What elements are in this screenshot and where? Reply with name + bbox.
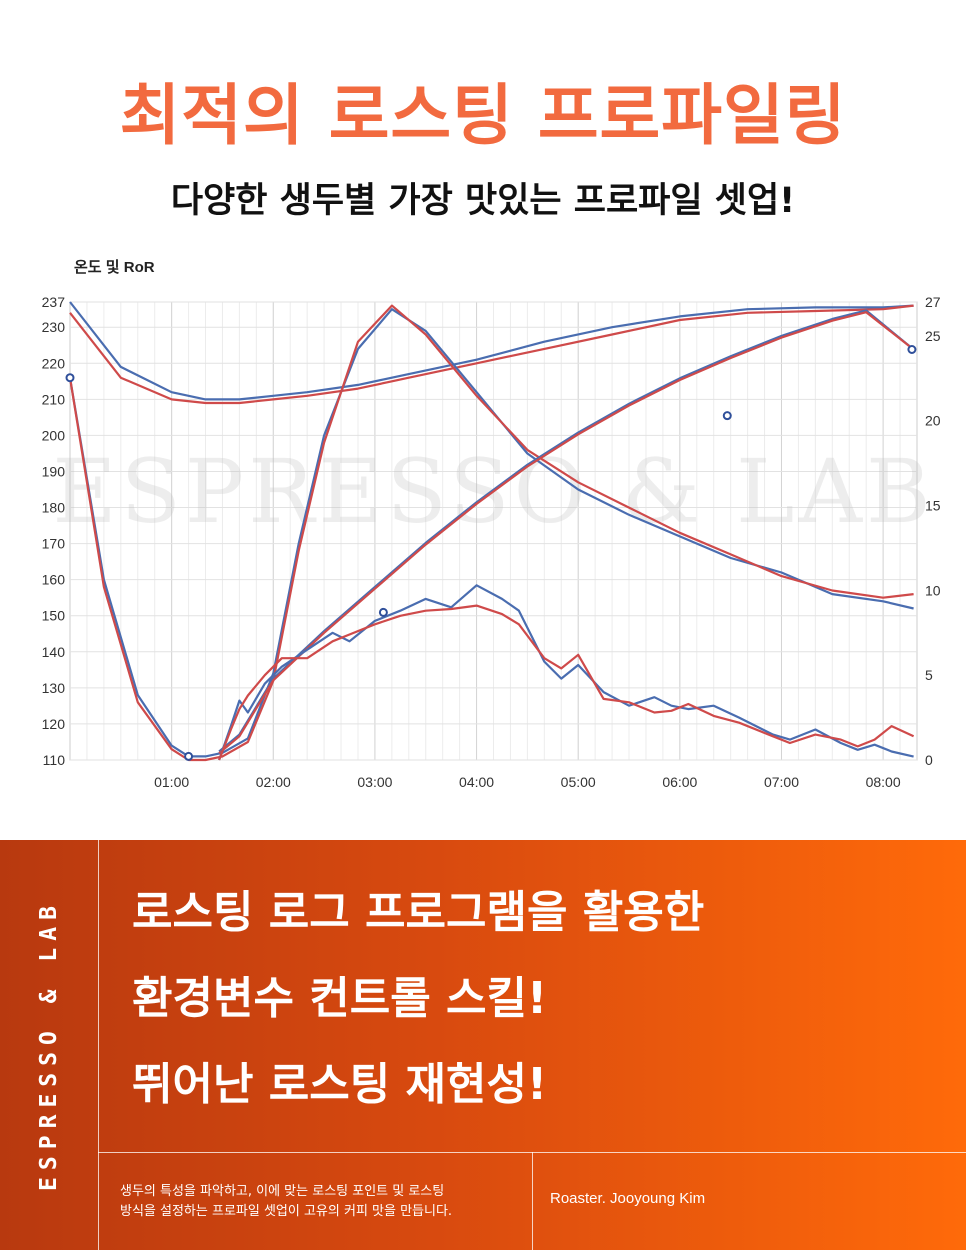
- description-line: 생두의 특성을 파악하고, 이에 맞는 로스팅 포인트 및 로스팅: [120, 1184, 445, 1199]
- x-tick-label: 02:00: [256, 774, 291, 790]
- x-tick-label: 07:00: [764, 774, 799, 790]
- event-marker: [184, 751, 194, 761]
- y-left-tick-label: 130: [42, 680, 66, 696]
- y-right-tick-label: 5: [925, 667, 933, 683]
- x-tick-label: 06:00: [662, 774, 697, 790]
- y-left-tick-label: 210: [42, 391, 66, 407]
- description-line: 방식을 설정하는 프로파일 셋업이 고유의 커피 맛을 만듭니다.: [120, 1204, 453, 1219]
- x-tick-label: 04:00: [459, 774, 494, 790]
- y-left-tick-label: 237: [42, 294, 66, 310]
- y-left-tick-label: 160: [42, 572, 66, 588]
- y-left-tick-label: 170: [42, 536, 66, 552]
- y-left-tick-label: 140: [42, 644, 66, 660]
- roaster-credit: Roaster. Jooyoung Kim: [550, 1190, 706, 1207]
- x-tick-label: 05:00: [561, 774, 596, 790]
- y-left-tick-label: 230: [42, 319, 66, 335]
- y-right-tick-label: 27: [925, 294, 941, 310]
- headline-line: 로스팅 로그 프로그램을 활용한: [132, 887, 705, 938]
- y-left-tick-label: 180: [42, 500, 66, 516]
- headline-line: 뛰어난 로스팅 재현성!: [132, 1059, 548, 1110]
- y-left-tick-label: 150: [42, 608, 66, 624]
- y-left-tick-label: 110: [43, 752, 66, 768]
- chart-title: 온도 및 RoR: [74, 259, 155, 276]
- event-marker: [907, 344, 917, 354]
- series-line-7: [218, 604, 915, 761]
- series-line-0: [69, 301, 914, 401]
- y-left-tick-label: 190: [42, 463, 66, 479]
- promo-description: 생두의 특성을 파악하고, 이에 맞는 로스팅 포인트 및 로스팅 방식을 설정…: [120, 1182, 452, 1222]
- brand-vertical-text: ESPRESSO & LAB: [36, 899, 62, 1191]
- page-title: 최적의 로스팅 프로파일링: [119, 77, 847, 154]
- y-left-tick-label: 220: [42, 355, 66, 371]
- event-marker: [65, 373, 75, 383]
- page-subtitle: 다양한 생두별 가장 맛있는 프로파일 셋업!: [170, 181, 796, 221]
- y-right-tick-label: 25: [925, 328, 941, 344]
- series-line-1: [69, 304, 914, 405]
- temperature-ror-chart: 2372302202102001901801701601501401301201…: [42, 294, 941, 790]
- y-left-tick-label: 200: [42, 427, 66, 443]
- x-tick-label: 08:00: [866, 774, 901, 790]
- event-marker: [722, 411, 732, 421]
- y-right-tick-label: 15: [925, 498, 941, 514]
- headline-line: 환경변수 컨트롤 스킬!: [132, 973, 548, 1024]
- y-left-tick-label: 120: [42, 716, 66, 732]
- x-tick-label: 01:00: [154, 774, 189, 790]
- side-divider: [98, 840, 99, 1250]
- promo-headline: 로스팅 로그 프로그램을 활용한 환경변수 컨트롤 스킬! 뛰어난 로스팅 재현…: [132, 870, 704, 1128]
- event-marker: [378, 607, 388, 617]
- promo-panel: ESPRESSO & LAB 로스팅 로그 프로그램을 활용한 환경변수 컨트롤…: [0, 840, 966, 1250]
- y-right-tick-label: 20: [925, 413, 941, 429]
- vertical-divider: [532, 1152, 533, 1250]
- y-right-tick-label: 0: [925, 752, 933, 768]
- y-right-tick-label: 10: [925, 582, 941, 598]
- x-tick-label: 03:00: [357, 774, 392, 790]
